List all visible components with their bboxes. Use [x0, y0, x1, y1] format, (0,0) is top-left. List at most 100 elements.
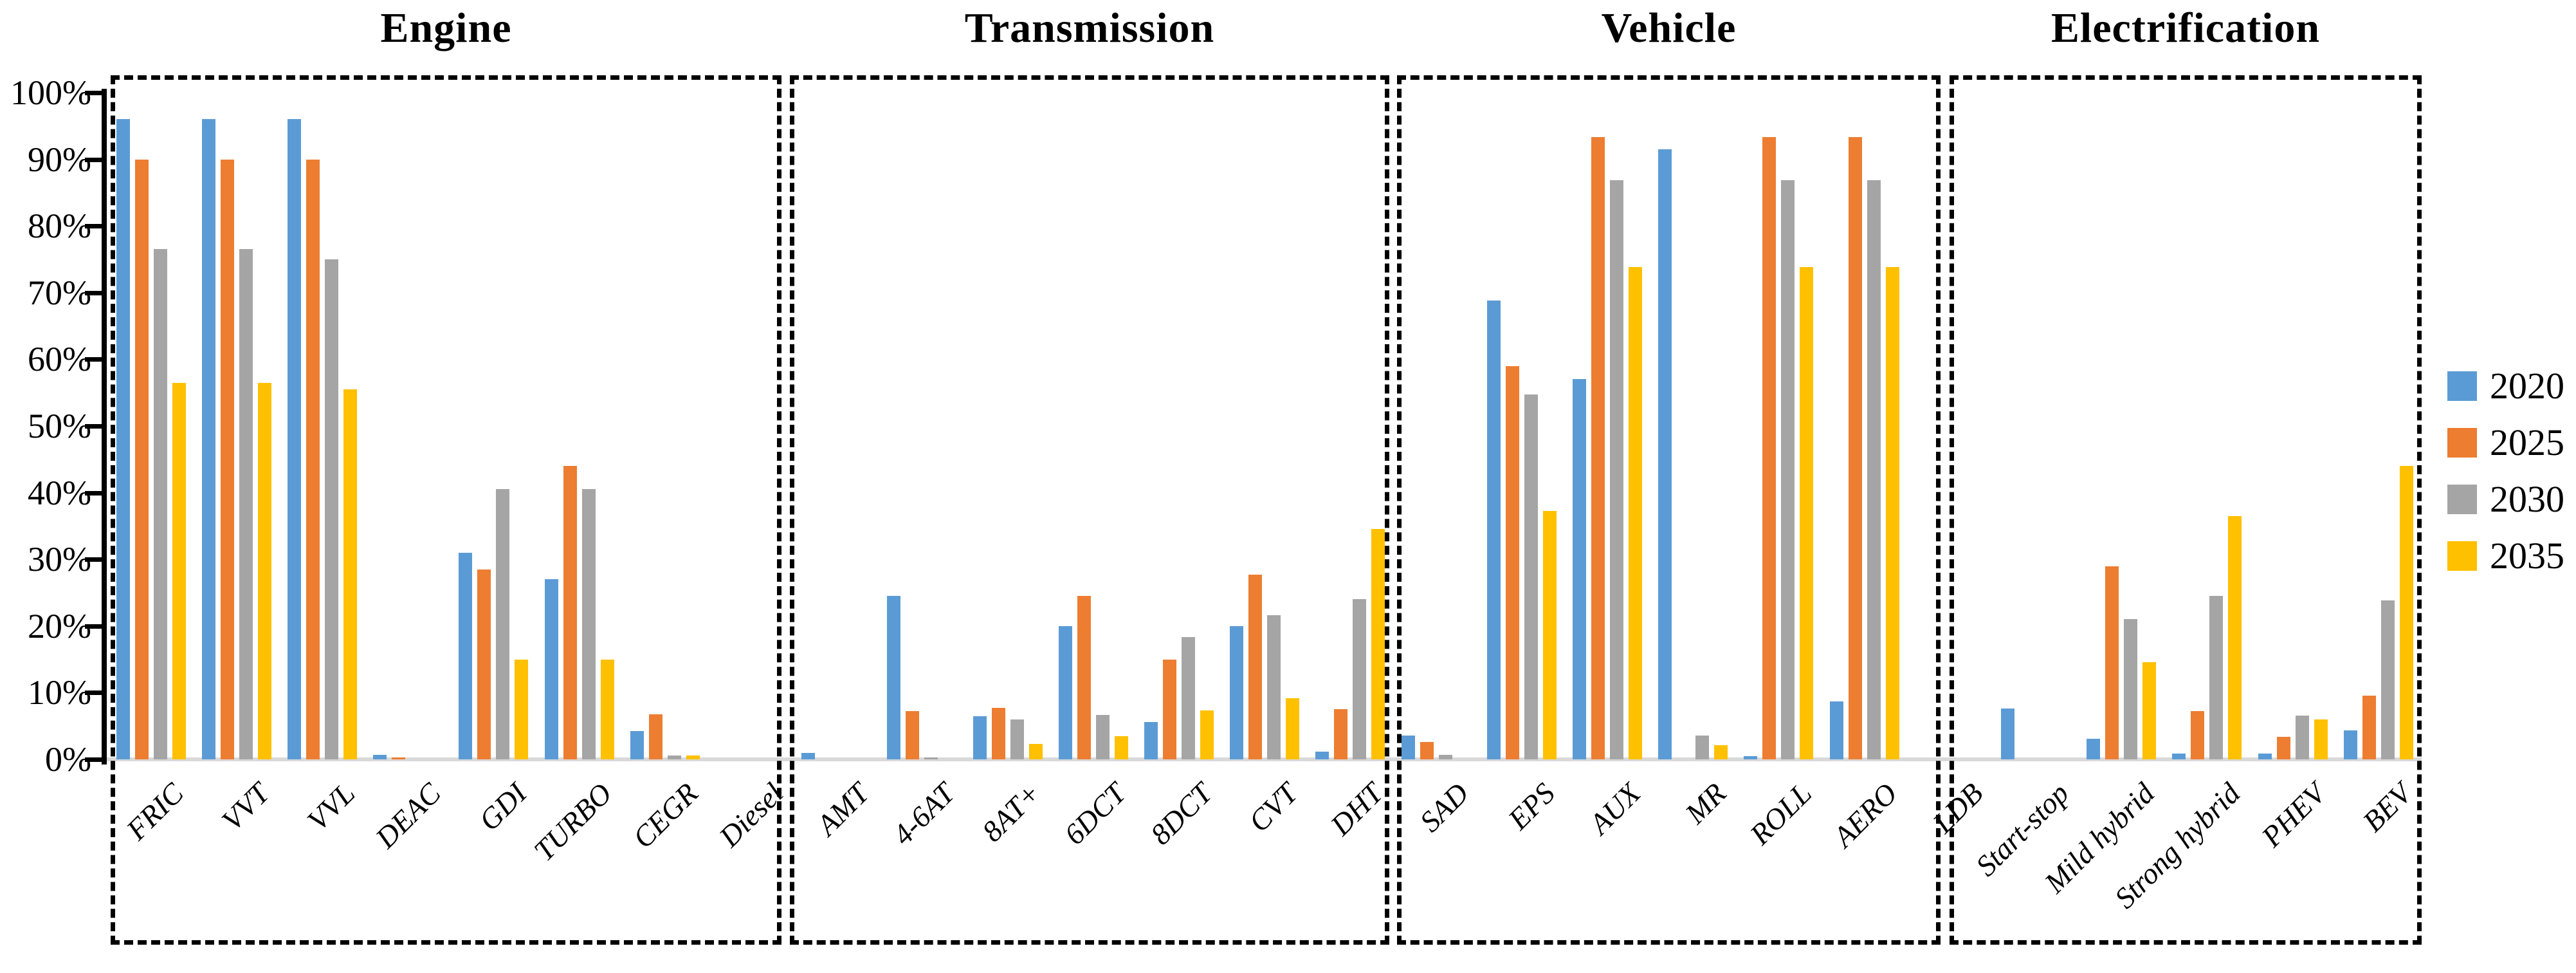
bar-roll-2020 [1744, 756, 1757, 759]
section-title-transmission: Transmission [964, 5, 1215, 51]
bar-8dct-2025 [1163, 660, 1176, 759]
bar-aux-2035 [1629, 267, 1642, 759]
bar-8at--2025 [992, 708, 1005, 759]
bar-vvt-2025 [221, 160, 234, 759]
section-title-electrification: Electrification [2051, 5, 2321, 51]
bar-6dct-2025 [1077, 596, 1091, 759]
y-axis-tick-label: 80% [28, 207, 91, 245]
y-axis-tick-label: 60% [28, 340, 91, 378]
bar-6dct-2035 [1115, 736, 1128, 759]
y-axis-tick-label: 100% [10, 73, 91, 112]
bar-eps-2020 [1487, 301, 1501, 759]
legend-label-2020: 2020 [2490, 365, 2564, 407]
y-axis-tick-label: 30% [28, 540, 91, 579]
y-axis-tick [85, 690, 104, 695]
bar-6dct-2030 [1096, 715, 1110, 759]
bar-cvt-2030 [1267, 615, 1281, 759]
bar-strong-hybrid-2035 [2228, 516, 2242, 759]
legend-swatch-2030 [2447, 485, 2477, 514]
y-axis-line [102, 89, 107, 764]
bar-bev-2030 [2381, 600, 2395, 759]
bar-bev-2025 [2362, 696, 2376, 759]
y-axis-tick [85, 291, 104, 295]
bar-cvt-2020 [1230, 626, 1243, 759]
legend-swatch-2035 [2447, 541, 2477, 571]
bar-mild-hybrid-2025 [2105, 566, 2119, 759]
y-axis-tick [85, 158, 104, 162]
legend-label-2030: 2030 [2490, 478, 2564, 520]
bar-8at--2030 [1010, 719, 1024, 759]
category-axis-baseline [104, 757, 2422, 761]
bar-amt-2020 [801, 753, 815, 759]
bar-cegr-2020 [630, 731, 644, 759]
bar-aux-2025 [1591, 137, 1605, 759]
legend-label-2025: 2025 [2490, 422, 2564, 463]
bar-dht-2020 [1315, 752, 1329, 759]
bar-roll-2030 [1781, 180, 1795, 759]
bar-start-stop-2020 [2001, 709, 2014, 759]
bar-aero-2035 [1886, 267, 1899, 759]
y-axis-tick-label: 40% [28, 474, 91, 512]
y-axis-tick-label: 0% [45, 740, 91, 779]
legend-swatch-2025 [2447, 428, 2477, 458]
bar-sad-2025 [1420, 742, 1434, 759]
bar-dht-2035 [1371, 529, 1385, 759]
bar-vvt-2020 [202, 119, 215, 759]
y-axis-tick [85, 757, 104, 762]
bar-vvt-2030 [239, 249, 253, 759]
bar-gdi-2035 [515, 660, 528, 759]
bar-turbo-2025 [563, 466, 577, 759]
bar-8dct-2035 [1200, 710, 1214, 759]
legend-item-2030: 2030 [2447, 480, 2576, 519]
bar-cegr-2025 [649, 714, 662, 759]
bar-4-6at-2025 [906, 711, 919, 759]
legend-swatch-2020 [2447, 371, 2477, 401]
bar-turbo-2030 [582, 489, 596, 759]
y-axis-tick [85, 491, 104, 496]
bar-fric-2030 [154, 249, 167, 759]
bar-sad-2020 [1402, 736, 1415, 759]
bar-mild-hybrid-2035 [2142, 662, 2156, 759]
legend-label-2035: 2035 [2490, 535, 2564, 577]
y-axis-tick-label: 70% [28, 273, 91, 312]
bar-mild-hybrid-2020 [2087, 739, 2100, 759]
bar-roll-2035 [1800, 267, 1813, 759]
bar-8at--2020 [973, 716, 987, 759]
bar-vvl-2030 [325, 259, 338, 759]
bar-cvt-2025 [1248, 575, 1262, 759]
bar-bev-2020 [2344, 730, 2357, 759]
bar-vvl-2025 [306, 160, 320, 759]
bar-aero-2020 [1830, 701, 1843, 759]
bar-vvl-2020 [288, 119, 301, 759]
bar-dht-2030 [1353, 599, 1366, 759]
bar-phev-2025 [2277, 737, 2290, 759]
legend-item-2020: 2020 [2447, 367, 2576, 405]
section-title-vehicle: Vehicle [1601, 5, 1737, 51]
bar-bev-2035 [2400, 466, 2413, 759]
section-box-transmission [790, 75, 1389, 945]
bar-sad-2030 [1439, 755, 1452, 759]
bar-fric-2035 [172, 383, 186, 759]
y-axis-tick [85, 91, 104, 95]
bar-strong-hybrid-2030 [2209, 596, 2223, 759]
bar-fric-2020 [116, 119, 130, 759]
bar-strong-hybrid-2020 [2172, 754, 2186, 759]
bar-aux-2020 [1573, 379, 1586, 759]
bar-aux-2030 [1610, 180, 1623, 759]
legend-item-2035: 2035 [2447, 537, 2576, 575]
section-box-electrification [1950, 75, 2422, 945]
bar-8dct-2020 [1144, 722, 1158, 759]
bar-gdi-2030 [496, 489, 509, 759]
bar-gdi-2020 [459, 553, 472, 759]
bar-vvl-2035 [343, 389, 357, 759]
bar-turbo-2035 [601, 660, 614, 759]
bar-phev-2030 [2296, 716, 2309, 759]
bar-phev-2020 [2258, 754, 2272, 759]
bar-mild-hybrid-2030 [2124, 619, 2137, 759]
legend-item-2025: 2025 [2447, 423, 2576, 462]
bar-vvt-2035 [258, 383, 271, 759]
bar-4-6at-2030 [924, 757, 938, 759]
y-axis-tick [85, 557, 104, 562]
bar-fric-2025 [135, 160, 149, 759]
